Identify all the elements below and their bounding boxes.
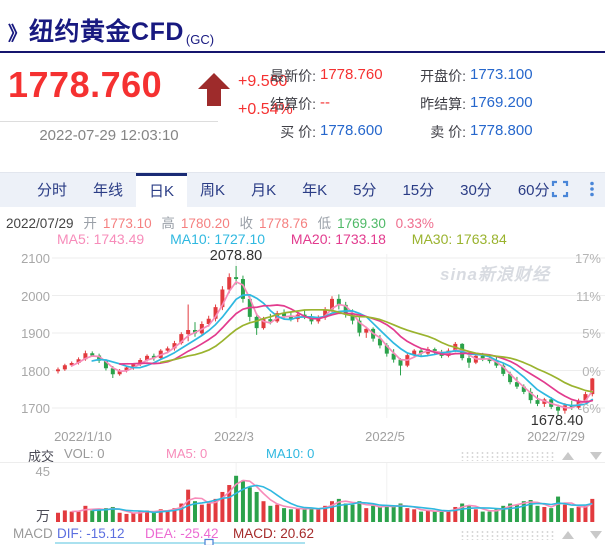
volume-zoom-slider[interactable] <box>460 451 554 461</box>
prev-settle-label: 昨结算: <box>420 96 466 112</box>
peak-annotation: 2078.80 <box>209 248 263 264</box>
volume-panel-label: 成交 <box>28 449 55 464</box>
macd-dea-legend: DEA: -25.42 <box>145 526 219 541</box>
sina-watermark: sina新浪财经 <box>440 265 551 284</box>
volume-ma5-legend: MA5: 0 <box>166 446 208 461</box>
volume-zoom-out-arrow[interactable] <box>590 452 602 460</box>
y-tick-1900: 1900 <box>21 326 50 341</box>
bid-price-value: 1778.600 <box>320 122 383 139</box>
volume-unit-label: 万 <box>36 508 50 524</box>
tab-monthly-k[interactable]: 月K <box>251 182 277 199</box>
price-change-pct: +0.54% <box>238 101 293 118</box>
tab-yearly-k[interactable]: 年K <box>302 182 328 199</box>
macd-chart-sliver <box>55 538 305 545</box>
trough-annotation: 1678.40 <box>530 413 584 429</box>
period-tabbar: 分时 年线 日K 周K 月K 年K 5分 15分 30分 60分 <box>0 172 605 207</box>
tab-nianxian[interactable]: 年线 <box>93 182 124 199</box>
volume-zoom-in-arrow[interactable] <box>562 452 574 460</box>
page-header: 》 纽约黄金CFD (GC) <box>8 12 214 48</box>
volume-panel-divider <box>0 462 605 463</box>
ma5-legend: MA5: 1743.49 <box>57 231 145 247</box>
x-tick-mar: 2022/3 <box>214 429 254 444</box>
volume-ma10-legend: MA10: 0 <box>266 446 315 461</box>
prev-settle-value: 1769.200 <box>470 94 533 111</box>
tab-fenshi[interactable]: 分时 <box>37 182 68 199</box>
open-price-value: 1773.100 <box>470 66 533 83</box>
close-value: 1778.76 <box>259 216 308 231</box>
settle-price-value: -- <box>320 94 330 111</box>
tab-daily-k[interactable]: 日K <box>136 173 188 207</box>
tab-60min[interactable]: 60分 <box>517 182 550 199</box>
open-label: 开 <box>83 216 97 231</box>
settle-price-label: 结算价: <box>270 96 316 112</box>
tab-15min[interactable]: 15分 <box>402 182 435 199</box>
pct-tick-neg6: -6% <box>577 401 601 416</box>
more-menu-icon[interactable] <box>583 180 601 198</box>
ma20-legend: MA20: 1733.18 <box>290 231 386 247</box>
price-change-block: +9.560 +0.54% <box>238 68 293 124</box>
volume-legend: VOL: 0 <box>64 446 105 461</box>
candlestick-chart[interactable] <box>0 250 605 446</box>
macd-dif-legend: DIF: -15.12 <box>57 526 125 541</box>
x-tick-may: 2022/5 <box>365 429 405 444</box>
macd-zoom-out-arrow[interactable] <box>590 531 602 539</box>
pct-tick-17: 17% <box>574 251 601 266</box>
volume-scale-top: 45 <box>35 464 50 479</box>
latest-price-value: 1778.760 <box>320 66 383 83</box>
tab-weekly-k[interactable]: 周K <box>200 182 226 199</box>
close-label: 收 <box>239 216 254 231</box>
ma-legend-line: MA5: 1743.49 MA10: 1727.10 MA20: 1733.18… <box>57 231 529 247</box>
macd-zoom-in-arrow[interactable] <box>562 531 574 539</box>
page-title: 纽约黄金CFD <box>29 18 184 46</box>
pct-tick-11: 11% <box>575 288 601 304</box>
x-tick-jul29: 2022/7/29 <box>527 429 585 444</box>
last-price: 1778.760 <box>8 64 163 105</box>
macd-panel-label: MACD <box>13 526 53 541</box>
fullscreen-icon[interactable] <box>551 180 569 198</box>
high-value: 1780.20 <box>180 216 230 231</box>
y-tick-2000: 2000 <box>21 288 50 304</box>
bar-change-pct: 0.33% <box>395 216 434 231</box>
open-price-label: 开盘价: <box>420 68 466 84</box>
latest-price-label: 最新价: <box>270 68 316 84</box>
bar-date: 2022/07/29 <box>6 216 74 231</box>
title-divider <box>0 51 605 53</box>
ma10-legend: MA10: 1727.10 <box>170 231 266 247</box>
macd-zoom-slider[interactable] <box>460 530 554 540</box>
title-marker-icon: 》 <box>8 24 28 45</box>
pct-tick-5: 5% <box>582 326 601 341</box>
tab-30min[interactable]: 30分 <box>460 182 492 199</box>
ask-price-label: 卖 价: <box>430 124 466 140</box>
y-tick-1700: 1700 <box>21 401 50 416</box>
open-value: 1773.10 <box>102 216 152 231</box>
y-tick-1800: 1800 <box>21 363 50 379</box>
pct-tick-0: 0% <box>582 363 601 379</box>
low-value: 1769.30 <box>337 216 386 231</box>
price-change: +9.560 <box>238 73 288 90</box>
bid-price-label: 买 价: <box>280 124 316 140</box>
x-tick-jan10: 2022/1/10 <box>54 429 112 444</box>
low-label: 低 <box>317 216 332 231</box>
macd-value-legend: MACD: 20.62 <box>233 526 315 541</box>
high-label: 高 <box>161 216 175 231</box>
price-up-arrow-icon <box>198 73 230 106</box>
instrument-symbol: (GC) <box>185 32 215 47</box>
tab-5min[interactable]: 5分 <box>353 182 377 199</box>
y-tick-2100: 2100 <box>21 251 50 266</box>
ask-price-value: 1778.800 <box>470 122 533 139</box>
quote-timestamp: 2022-07-29 12:03:10 <box>39 127 179 144</box>
volume-chart[interactable] <box>0 463 605 523</box>
ma30-legend: MA30: 1763.84 <box>411 231 507 247</box>
timestamp-divider <box>0 121 218 122</box>
